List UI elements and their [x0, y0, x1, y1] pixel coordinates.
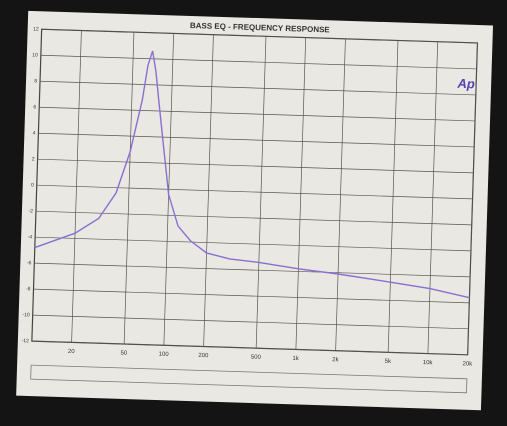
y-tick-label: -12 [22, 338, 30, 344]
y-tick-label: 2 [32, 156, 35, 162]
y-tick-label: 8 [34, 78, 37, 84]
x-tick-label: 2k [332, 357, 340, 363]
grid-line [335, 38, 346, 351]
y-tick-label: -2 [28, 208, 33, 214]
y-tick-label: 0 [31, 182, 34, 188]
grid-line [35, 236, 471, 252]
grid-line [35, 210, 472, 226]
x-tick-label: 5k [385, 359, 393, 365]
x-tick-label: 20 [68, 349, 76, 355]
grid-line [40, 54, 477, 70]
grid-line [34, 262, 471, 278]
grid-line [31, 340, 468, 356]
x-tick-label: 500 [251, 355, 262, 361]
grid-line [255, 36, 267, 349]
paper-sheet [16, 10, 494, 411]
x-tick-label: 100 [158, 352, 169, 358]
y-tick-label: -8 [26, 286, 31, 292]
y-tick-label: -6 [27, 260, 32, 266]
y-tick-label: 6 [33, 104, 36, 110]
chart-title: BASS EQ - FREQUENCY RESPONSE [190, 21, 331, 34]
line-series [34, 50, 470, 299]
grid-line [71, 30, 82, 343]
y-tick-label: -4 [28, 234, 33, 240]
grid-line [36, 184, 473, 200]
grid-line [40, 80, 476, 96]
grid-line [41, 28, 478, 44]
y-tick-label: 12 [33, 26, 39, 32]
x-tick-label: 200 [198, 353, 209, 359]
y-tick-label: 10 [32, 52, 38, 58]
x-tick-label: 20k [462, 361, 473, 367]
grid-line [427, 41, 439, 354]
grid-line [295, 37, 307, 350]
x-tick-label: 50 [120, 350, 128, 356]
y-tick-label: 4 [33, 130, 36, 136]
x-tick-label: 10k [423, 360, 434, 366]
grid-line [39, 106, 476, 122]
grid-line [467, 42, 478, 355]
x-tick-label: 1k [292, 356, 300, 362]
grid-line [203, 34, 214, 347]
grid-line [33, 288, 470, 304]
paper: BASS EQ - FREQUENCY RESPONSE Ap -12 -10 -8… [16, 10, 494, 411]
logo: Ap [456, 76, 475, 92]
y-tick-label: -10 [22, 312, 30, 318]
grid-line [37, 158, 474, 174]
footer-box [30, 364, 468, 394]
grid-line [32, 314, 469, 330]
grid-line [38, 132, 475, 148]
grid-line [123, 32, 135, 345]
grid-line [387, 40, 399, 353]
